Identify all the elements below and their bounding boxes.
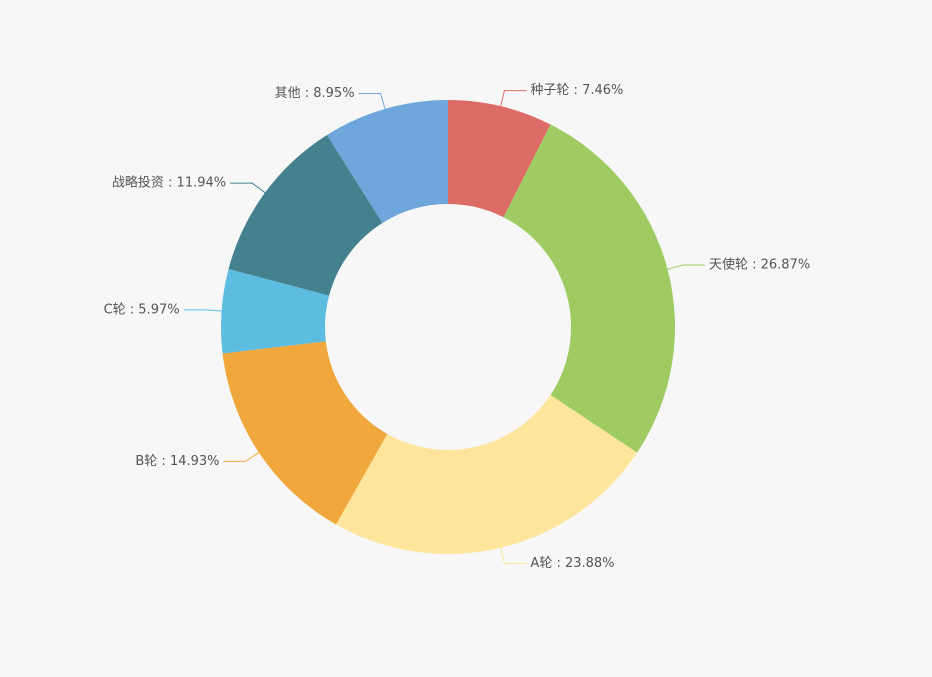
slice: [503, 124, 676, 453]
slice: [448, 100, 551, 218]
data-label: A轮 : 23.88%: [530, 556, 614, 571]
data-label: C轮 : 5.97%: [104, 302, 180, 317]
leader-line: [663, 264, 705, 271]
slice: [221, 269, 330, 354]
data-label: B轮 : 14.93%: [135, 454, 219, 469]
slice: [326, 100, 448, 223]
slice: [336, 395, 638, 554]
data-label: 战略投资 : 11.94%: [112, 175, 226, 191]
leader-line: [499, 543, 527, 564]
slice: [222, 341, 388, 525]
leader-line: [230, 182, 269, 196]
leader-line: [358, 93, 387, 113]
leader-line: [223, 449, 263, 462]
data-label: 种子轮 : 7.46%: [530, 83, 623, 98]
leader-line: [499, 90, 527, 111]
slice: [228, 134, 383, 296]
leader-line: [183, 309, 226, 312]
data-label: 其他 : 8.95%: [275, 86, 355, 101]
data-label: 天使轮 : 26.87%: [709, 257, 810, 273]
